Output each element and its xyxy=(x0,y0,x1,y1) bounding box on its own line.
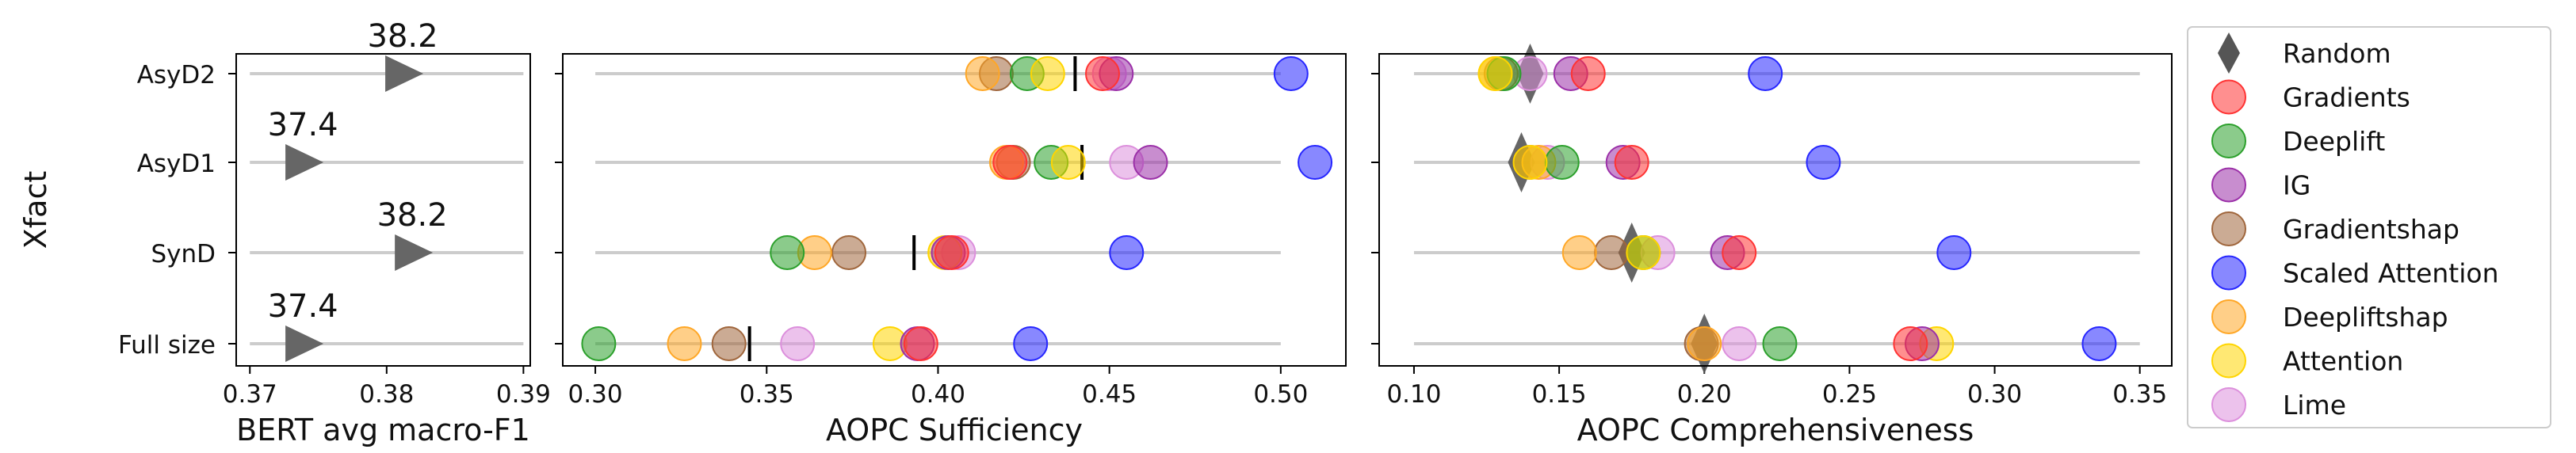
x-tick-label-sufficiency-2: 0.40 xyxy=(911,380,965,409)
legend-label-random: Random xyxy=(2283,38,2391,69)
point-sufficiency-scaled-attention-full-size xyxy=(1013,326,1049,361)
point-comprehensiveness-gradients-synd xyxy=(1722,235,1757,270)
point-sufficiency-gradientshap-full-size xyxy=(711,326,747,361)
legend: Random Gradients Deeplift IG Gradientshap Sca… xyxy=(2187,26,2551,428)
x-tick-label-sufficiency-0: 0.30 xyxy=(568,380,623,409)
point-sufficiency-deeplift-synd xyxy=(770,235,805,270)
x-tick-label-comprehensiveness-4: 0.30 xyxy=(1967,380,2022,409)
legend-marker-deepliftshap xyxy=(2211,299,2246,334)
x-tick-label-sufficiency-3: 0.45 xyxy=(1082,380,1137,409)
point-sufficiency-gradientshap-synd xyxy=(831,235,867,270)
panel-frame-sufficiency xyxy=(562,53,1347,367)
bert-marker-full-size xyxy=(285,325,324,362)
point-comprehensiveness-deepliftshap-synd xyxy=(1561,235,1597,270)
point-sufficiency-gradients-synd xyxy=(934,235,969,270)
x-tick-label-sufficiency-4: 0.50 xyxy=(1253,380,1308,409)
bert-label-full-size: 37.4 xyxy=(268,288,338,325)
point-comprehensiveness-gradients-asyd2 xyxy=(1570,56,1606,91)
y-axis-title: Xfact xyxy=(18,171,53,249)
y-tick-label-asyd1: AsyD1 xyxy=(137,150,216,178)
x-tick-label-comprehensiveness-0: 0.10 xyxy=(1386,380,1441,409)
legend-label-scaled-attention: Scaled Attention xyxy=(2283,258,2499,289)
legend-label-deepliftshap: Deepliftshap xyxy=(2283,302,2448,333)
point-comprehensiveness-gradients-asyd1 xyxy=(1614,145,1649,180)
point-sufficiency-gradients-asyd2 xyxy=(1085,56,1121,91)
point-sufficiency-scaled-attention-synd xyxy=(1109,235,1145,270)
point-sufficiency-scaled-attention-asyd2 xyxy=(1273,56,1309,91)
legend-marker-lime xyxy=(2211,387,2246,422)
point-comprehensiveness-scaled-attention-asyd1 xyxy=(1806,145,1841,180)
point-comprehensiveness-deepliftshap-full-size xyxy=(1687,326,1722,361)
point-comprehensiveness-gradientshap-synd xyxy=(1594,235,1630,270)
legend-marker-random xyxy=(2218,32,2240,74)
panel-frame-comprehensiveness xyxy=(1378,53,2173,367)
point-comprehensiveness-attention-asyd1 xyxy=(1512,145,1548,180)
panel-comprehensiveness: 0.10 0.15 0.20 0.25 0.30 0.35 AOPC Comprehensi… xyxy=(1371,44,2173,447)
legend-marker-gradientshap xyxy=(2211,211,2246,246)
point-sufficiency-deeplift-full-size xyxy=(581,326,617,361)
point-sufficiency-lime-full-size xyxy=(780,326,816,361)
point-comprehensiveness-lime-full-size xyxy=(1722,326,1757,361)
point-sufficiency-deepliftshap-asyd2 xyxy=(965,56,1000,91)
x-tick-label-sufficiency-1: 0.35 xyxy=(740,380,794,409)
legend-label-lime: Lime xyxy=(2283,390,2346,421)
x-tick-label-bert-1: 0.38 xyxy=(359,380,414,409)
bert-label-asyd2: 38.2 xyxy=(368,18,438,55)
legend-marker-gradients xyxy=(2211,79,2246,115)
x-axis-title-bert: BERT avg macro-F1 xyxy=(236,413,530,447)
bert-marker-asyd2 xyxy=(385,55,424,92)
x-tick-label-comprehensiveness-2: 0.20 xyxy=(1677,380,1732,409)
bert-marker-synd xyxy=(395,234,434,271)
legend-frame xyxy=(2187,26,2551,428)
point-comprehensiveness-gradients-full-size xyxy=(1893,326,1928,361)
point-comprehensiveness-attention-asyd2 xyxy=(1477,56,1513,91)
point-comprehensiveness-deeplift-full-size xyxy=(1762,326,1798,361)
x-tick-label-comprehensiveness-5: 0.35 xyxy=(2112,380,2167,409)
legend-label-deeplift: Deeplift xyxy=(2283,126,2385,157)
x-tick-label-bert-2: 0.39 xyxy=(496,380,551,409)
point-sufficiency-gradients-asyd1 xyxy=(992,145,1028,180)
bert-label-synd: 38.2 xyxy=(377,197,448,234)
point-comprehensiveness-attention-synd xyxy=(1626,235,1661,270)
point-sufficiency-attention-asyd1 xyxy=(1050,145,1086,180)
point-comprehensiveness-scaled-attention-synd xyxy=(1936,235,1972,270)
panel-bert: 0.37 0.38 0.39 BERT avg macro-F1 38.2 37.4 38.… xyxy=(223,18,551,447)
legend-marker-attention xyxy=(2211,343,2246,379)
x-tick-label-comprehensiveness-3: 0.25 xyxy=(1822,380,1877,409)
legend-label-attention: Attention xyxy=(2283,346,2403,377)
legend-marker-deeplift xyxy=(2211,124,2246,158)
y-tick-label-asyd2: AsyD2 xyxy=(137,61,216,89)
panel-sufficiency: 0.30 0.35 0.40 0.45 0.50 AOPC Sufficiency xyxy=(555,53,1347,447)
legend-label-gradientshap: Gradientshap xyxy=(2283,214,2459,245)
x-axis-title-comprehensiveness: AOPC Comprehensiveness xyxy=(1577,413,1974,447)
y-tick-label-synd: SynD xyxy=(151,240,216,268)
legend-label-gradients: Gradients xyxy=(2283,82,2410,113)
legend-marker-scaled-attention xyxy=(2211,255,2246,291)
point-sufficiency-scaled-attention-asyd1 xyxy=(1298,145,1333,180)
x-tick-label-bert-0: 0.37 xyxy=(223,380,277,409)
y-tick-label-full-size: Full size xyxy=(118,331,216,360)
bert-label-asyd1: 37.4 xyxy=(268,107,338,143)
point-comprehensiveness-deeplift-asyd1 xyxy=(1544,145,1580,180)
bert-marker-asyd1 xyxy=(285,144,324,181)
point-sufficiency-attention-asyd2 xyxy=(1030,56,1065,91)
panel-frame-bert xyxy=(235,53,531,367)
point-sufficiency-ig-asyd1 xyxy=(1133,145,1168,180)
legend-marker-ig xyxy=(2211,167,2246,203)
x-tick-label-comprehensiveness-1: 0.15 xyxy=(1532,380,1587,409)
x-axis-title-sufficiency: AOPC Sufficiency xyxy=(826,413,1083,447)
legend-label-ig: IG xyxy=(2283,170,2310,201)
point-comprehensiveness-scaled-attention-full-size xyxy=(2081,326,2117,361)
point-sufficiency-gradients-full-size xyxy=(903,326,938,361)
point-sufficiency-deepliftshap-full-size xyxy=(667,326,702,361)
point-comprehensiveness-scaled-attention-asyd2 xyxy=(1748,56,1783,91)
